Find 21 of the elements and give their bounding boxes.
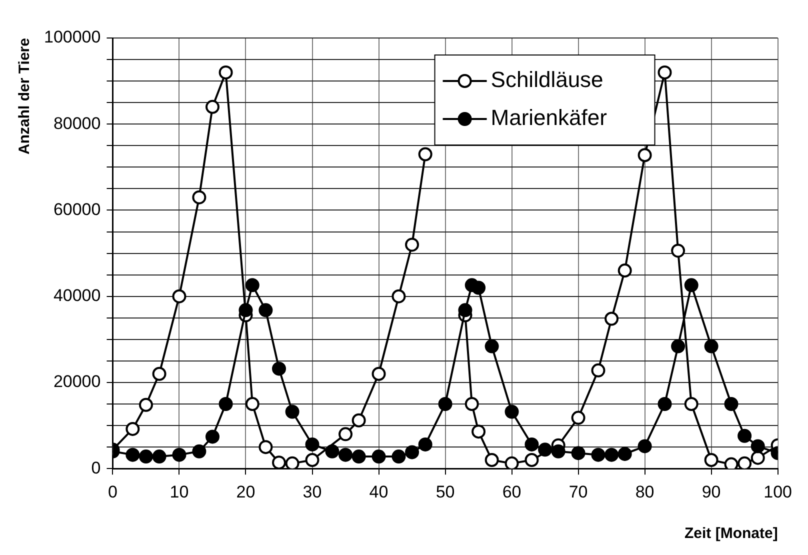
legend-label: Schildläuse — [490, 67, 604, 92]
y-tick-label: 20000 — [53, 372, 101, 392]
y-axis-title: Anzahl der Tiere — [16, 38, 34, 154]
x-tick-label: 70 — [568, 482, 588, 502]
x-tick-label: 50 — [436, 482, 455, 502]
y-tick-label: 60000 — [53, 200, 101, 219]
y-tick-label: 40000 — [53, 286, 101, 306]
x-axis-title: Zeit [Monate] — [684, 525, 778, 542]
legend-label: Marienkäfer — [490, 105, 607, 130]
x-tick-label: 100 — [764, 482, 792, 502]
y-tick-label: 80000 — [53, 114, 101, 133]
x-tick-label: 80 — [635, 482, 654, 502]
y-tick-label: 100000 — [44, 28, 101, 47]
x-tick-label: 30 — [302, 482, 322, 502]
x-tick-label: 20 — [236, 482, 256, 502]
x-tick-label: 60 — [502, 482, 522, 502]
x-tick-label: 40 — [369, 482, 388, 502]
y-tick-label: 0 — [91, 458, 101, 478]
x-tick-label: 90 — [702, 482, 721, 502]
x-tick-label: 10 — [170, 482, 189, 502]
x-tick-label: 0 — [108, 482, 118, 502]
